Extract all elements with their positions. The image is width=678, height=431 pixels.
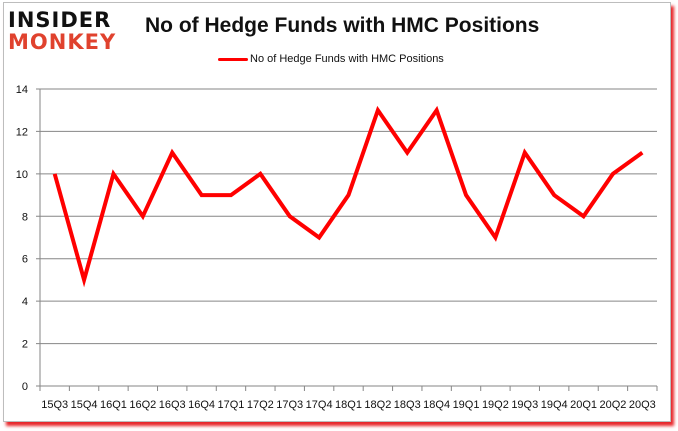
x-tick-label: 16Q1 [100, 399, 127, 411]
y-tick-label: 6 [22, 254, 28, 266]
x-tick-label: 18Q1 [335, 399, 362, 411]
x-tick-label: 15Q3 [41, 399, 68, 411]
x-tick-label: 20Q3 [629, 399, 656, 411]
chart-legend: No of Hedge Funds with HMC Positions [218, 53, 444, 65]
x-tick-label: 17Q3 [276, 399, 303, 411]
x-tick-label: 16Q2 [129, 399, 156, 411]
legend-line-swatch-icon [218, 57, 248, 61]
x-tick-label: 16Q4 [188, 399, 215, 411]
y-tick-label: 4 [22, 296, 28, 308]
x-tick-label: 19Q1 [453, 399, 480, 411]
x-tick-label: 18Q2 [364, 399, 391, 411]
y-tick-label: 8 [22, 211, 28, 223]
x-tick-label: 15Q4 [71, 399, 98, 411]
insider-monkey-logo: INSIDER MONKEY [8, 8, 124, 56]
legend-label: No of Hedge Funds with HMC Positions [250, 53, 444, 65]
y-tick-label: 2 [22, 339, 28, 351]
y-tick-label: 0 [22, 381, 28, 393]
x-tick-label: 18Q4 [423, 399, 450, 411]
x-tick-label: 19Q4 [541, 399, 568, 411]
x-tick-label: 17Q4 [306, 399, 333, 411]
x-tick-label: 17Q2 [247, 399, 274, 411]
y-tick-label: 10 [16, 169, 28, 181]
x-tick-label: 20Q1 [570, 399, 597, 411]
x-tick-label: 16Q3 [159, 399, 186, 411]
x-tick-label: 19Q3 [511, 399, 538, 411]
logo-line-1: INSIDER [8, 8, 112, 32]
chart-title: No of Hedge Funds with HMC Positions [145, 14, 540, 37]
x-tick-label: 20Q2 [599, 399, 626, 411]
x-tick-label: 18Q3 [394, 399, 421, 411]
y-tick-label: 12 [16, 126, 28, 138]
x-tick-label: 17Q1 [218, 399, 245, 411]
x-tick-label: 19Q2 [482, 399, 509, 411]
y-tick-label: 14 [16, 84, 28, 96]
series-line [52, 105, 644, 288]
logo-line-2: MONKEY [8, 30, 117, 54]
